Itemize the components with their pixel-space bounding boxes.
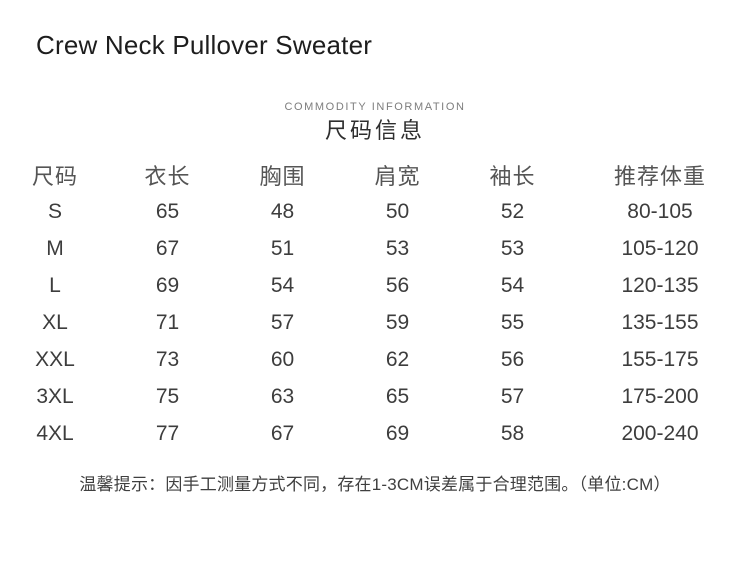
table-header-row: 尺码 衣长 胸围 肩宽 袖长 推荐体重 xyxy=(0,157,750,193)
cell-bust: 63 xyxy=(270,384,295,408)
cell-size: M xyxy=(46,236,64,260)
cell-weight: 135-155 xyxy=(621,310,699,334)
cell-bust: 54 xyxy=(270,273,295,297)
cell-sleeve: 56 xyxy=(500,347,525,371)
table-header: 尺码 衣长 胸围 肩宽 袖长 推荐体重 xyxy=(0,157,750,193)
column-header-size: 尺码 xyxy=(31,164,78,189)
table-row: 4XL 77 67 69 58 200-240 xyxy=(0,415,750,452)
section-heading: COMMODITY INFORMATION 尺码信息 xyxy=(0,100,750,144)
column-header-length: 衣长 xyxy=(144,164,191,189)
cell-sleeve: 52 xyxy=(500,199,525,223)
cell-sleeve: 57 xyxy=(500,384,525,408)
section-subtitle: 尺码信息 xyxy=(324,118,425,143)
table-row: 3XL 75 63 65 57 175-200 xyxy=(0,378,750,415)
cell-length: 69 xyxy=(155,273,180,297)
cell-size: L xyxy=(49,273,61,297)
column-header-bust: 胸围 xyxy=(259,164,306,189)
cell-size: XL xyxy=(42,310,68,334)
section-eyebrow: COMMODITY INFORMATION xyxy=(284,101,466,113)
cell-shoulder: 53 xyxy=(385,236,410,260)
table-row: M 67 51 53 53 105-120 xyxy=(0,230,750,267)
cell-length: 67 xyxy=(155,236,180,260)
cell-shoulder: 69 xyxy=(385,421,410,445)
column-header-weight: 推荐体重 xyxy=(613,164,706,189)
cell-weight: 120-135 xyxy=(621,273,699,297)
table-row: L 69 54 56 54 120-135 xyxy=(0,267,750,304)
cell-size: 4XL xyxy=(36,421,74,445)
cell-length: 73 xyxy=(155,347,180,371)
table-row: S 65 48 50 52 80-105 xyxy=(0,193,750,230)
table-row: XL 71 57 59 55 135-155 xyxy=(0,304,750,341)
cell-weight: 80-105 xyxy=(627,199,693,223)
page-title: Crew Neck Pullover Sweater xyxy=(36,30,373,60)
cell-length: 71 xyxy=(155,310,180,334)
cell-shoulder: 65 xyxy=(385,384,410,408)
cell-weight: 105-120 xyxy=(621,236,699,260)
cell-weight: 175-200 xyxy=(621,384,699,408)
cell-sleeve: 58 xyxy=(500,421,525,445)
cell-size: 3XL xyxy=(36,384,74,408)
cell-sleeve: 53 xyxy=(500,236,525,260)
cell-length: 65 xyxy=(155,199,180,223)
cell-weight: 200-240 xyxy=(621,421,699,445)
column-header-shoulder: 肩宽 xyxy=(374,164,421,189)
cell-size: S xyxy=(47,199,62,223)
cell-length: 77 xyxy=(155,421,180,445)
table-body: S 65 48 50 52 80-105 M 67 51 53 53 105-1… xyxy=(0,193,750,452)
table-row: XXL 73 60 62 56 155-175 xyxy=(0,341,750,378)
cell-shoulder: 50 xyxy=(385,199,410,223)
cell-size: XXL xyxy=(35,347,75,371)
cell-bust: 48 xyxy=(270,199,295,223)
cell-bust: 60 xyxy=(270,347,295,371)
cell-bust: 57 xyxy=(270,310,295,334)
cell-length: 75 xyxy=(155,384,180,408)
cell-sleeve: 55 xyxy=(500,310,525,334)
size-chart-table: 尺码 衣长 胸围 肩宽 袖长 推荐体重 S 65 48 50 52 80-105… xyxy=(0,157,750,452)
cell-shoulder: 62 xyxy=(385,347,410,371)
cell-shoulder: 59 xyxy=(385,310,410,334)
cell-bust: 51 xyxy=(270,236,295,260)
column-header-sleeve: 袖长 xyxy=(489,164,536,189)
cell-bust: 67 xyxy=(270,421,295,445)
cell-sleeve: 54 xyxy=(500,273,525,297)
cell-shoulder: 56 xyxy=(385,273,410,297)
measurement-disclaimer: 温馨提示：因手工测量方式不同，存在1-3CM误差属于合理范围。（单位:CM） xyxy=(79,475,671,494)
cell-weight: 155-175 xyxy=(621,347,699,371)
